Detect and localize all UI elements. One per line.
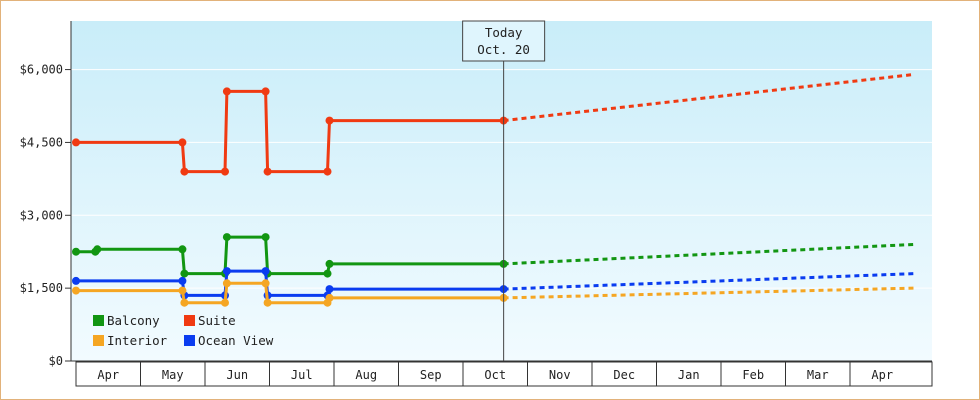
data-point [180,167,189,176]
data-point [180,298,189,307]
data-point [261,267,270,276]
data-point [93,245,102,254]
data-point [323,269,332,278]
x-tick-label: May [162,368,184,382]
data-point [325,293,334,302]
data-point [222,233,231,242]
data-point [325,285,334,294]
legend-swatch [184,315,195,326]
x-tick-label: Feb [742,368,764,382]
x-tick-label: Aug [355,368,377,382]
data-point [325,259,334,268]
today-marker: Today Oct. 20 [462,20,546,361]
data-point [178,286,187,295]
data-point [221,298,229,307]
data-point [222,279,231,288]
x-tick-label: Apr [871,368,893,382]
data-point [178,276,187,285]
data-point [178,245,187,254]
legend-item-interior: Interior [93,333,168,348]
today-callout [462,20,546,62]
x-tick-label: Jun [226,368,248,382]
data-point [222,87,231,96]
data-point [261,233,270,242]
legend-label: Balcony [107,313,160,328]
data-point [180,269,189,278]
data-point [261,87,270,96]
series-line-forecast [503,286,915,300]
data-point [72,138,80,147]
legend-label: Interior [107,333,168,348]
data-point [178,138,187,147]
legend-label: Ocean View [198,333,274,348]
x-tick-label: Mar [807,368,829,382]
data-point [221,167,229,176]
legend-swatch [93,335,104,346]
data-point [323,167,332,176]
legend-swatch [184,335,195,346]
series-balcony [72,233,915,278]
x-tick-label: Apr [97,368,119,382]
legend-item-ocean-view: Ocean View [184,333,274,348]
data-point [263,298,272,307]
data-point [263,167,272,176]
data-point [325,116,334,125]
data-point [222,267,231,276]
x-tick-label: Oct [484,368,506,382]
legend-item-balcony: Balcony [93,313,160,328]
data-point [261,279,270,288]
plot-background [71,21,932,361]
x-tick-label: Jan [678,368,700,382]
series-layer [72,72,915,307]
series-line-history [76,89,504,174]
x-axis-band [75,361,933,387]
data-point [72,276,80,285]
series-suite [72,72,915,176]
series-line-forecast [503,72,915,123]
series-line-forecast [503,272,915,291]
y-tick-label: $0 [49,354,63,368]
y-tick-label: $4,500 [20,135,63,149]
axes: $0 $1,500 $3,000 $4,500 $6,000 Apr May Jun Jul Au… [20,21,933,387]
y-tick-label: $3,000 [20,208,63,222]
x-tick-label: Jul [291,368,313,382]
x-tick-label: Nov [549,368,571,382]
y-tick-label: $6,000 [20,63,63,77]
today-label: Today [485,25,523,40]
x-tick-label: Dec [613,368,635,382]
x-tick-label: Sep [420,368,442,382]
legend-item-suite: Suite [184,313,236,328]
series-interior [72,279,915,307]
legend: Balcony Suite Interior Ocean View [93,313,274,348]
data-point [72,286,80,295]
legend-label: Suite [198,313,236,328]
series-line-forecast [503,242,915,266]
y-tick-label: $1,500 [20,281,63,295]
legend-swatch [93,315,104,326]
data-point [72,247,80,256]
today-date: Oct. 20 [477,42,530,57]
